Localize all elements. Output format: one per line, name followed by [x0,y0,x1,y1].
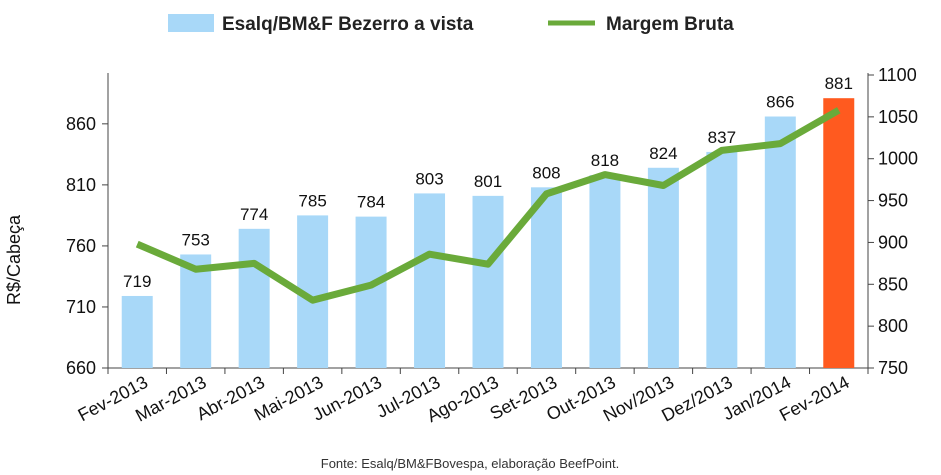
source-note: Fonte: Esalq/BM&FBovespa, elaboração Bee… [321,456,619,471]
left-tick-label: 760 [66,236,96,256]
bar-value-label: 774 [240,205,268,224]
bar-value-label: 881 [825,74,853,93]
bar [764,116,796,368]
legend-label-line: Margem Bruta [606,14,734,35]
bar-value-label: 753 [182,230,210,249]
left-tick-label: 810 [66,175,96,195]
bar [472,195,504,368]
right-tick-label: 750 [878,358,908,378]
right-tick-label: 1000 [878,149,918,169]
bar [823,98,855,368]
bar-value-label: 866 [766,93,794,112]
right-tick-label: 800 [878,316,908,336]
bar [121,295,153,368]
right-tick-label: 1100 [878,65,917,85]
bar-value-label: 824 [649,144,677,163]
margem-bruta-line [135,107,841,304]
bar-value-label: 837 [708,128,736,147]
bar-value-label: 801 [474,172,502,191]
legend-swatch-bars [168,14,214,32]
bar [238,228,270,368]
right-tick-label: 900 [878,232,908,252]
bar-value-label: 818 [591,151,619,170]
bar-value-label: 784 [357,193,385,212]
bar [180,254,212,368]
bar-value-label: 808 [532,163,560,182]
left-tick-label: 660 [66,358,96,378]
bar [355,216,387,368]
bar [414,193,446,368]
legend: Esalq/BM&F Bezerro a vista Margem Bruta [168,14,734,35]
right-tick-label: 1050 [878,107,918,127]
bar-value-label: 803 [415,169,443,188]
bar-value-label: 785 [298,191,326,210]
bar [530,187,562,368]
bar [589,175,621,368]
left-tick-label: 860 [66,114,96,134]
bar-value-label: 719 [123,272,151,291]
right-tick-label: 950 [878,191,908,211]
plot-area: 660 710 760 810 860 750 800 850 900 950 1000 1050 11… [66,65,918,426]
left-tick-label: 710 [66,297,96,317]
right-tick-label: 850 [878,274,908,294]
legend-label-bars: Esalq/BM&F Bezerro a vista [222,14,474,35]
y-axis-title: R$/Cabeça [4,214,24,305]
bar [647,167,679,368]
bar [706,151,738,368]
